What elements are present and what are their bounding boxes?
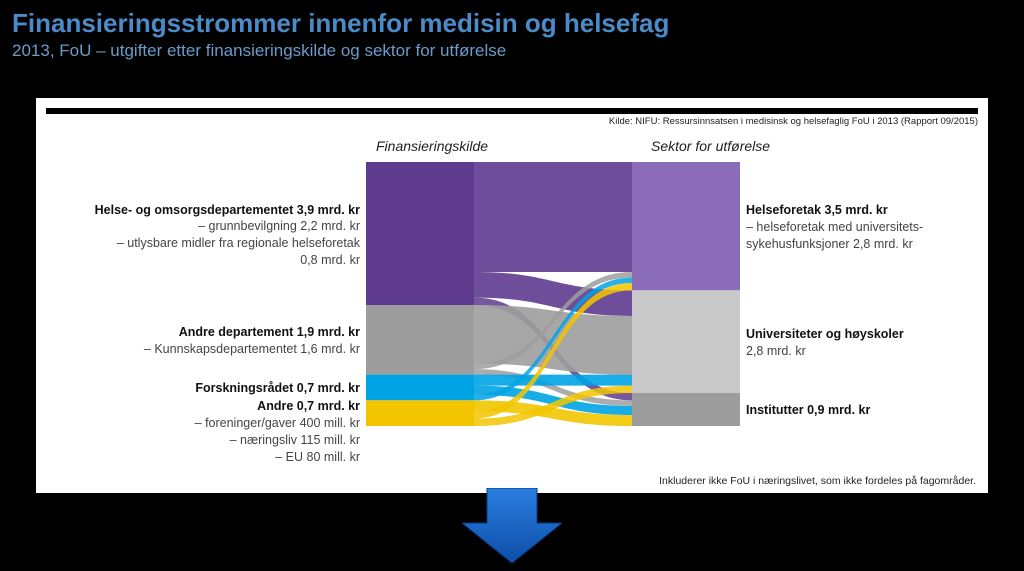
page-title: Finansieringsstrommer innenfor medisin o… [0, 0, 1024, 39]
node-label: Helse- og omsorgsdepartementet 3,9 mrd. … [95, 202, 360, 270]
sankey-flow [474, 162, 632, 272]
sankey-node [366, 305, 474, 375]
node-label: Universiteter og høyskoler2,8 mrd. kr [746, 326, 904, 360]
sankey-node [632, 162, 740, 290]
node-label-sub: – EU 80 mill. kr [195, 449, 360, 466]
node-label-main: Helseforetak 3,5 mrd. kr [746, 202, 923, 219]
node-label-sub: – grunnbevilgning 2,2 mrd. kr [95, 218, 360, 235]
sankey-chart-container: Kilde: NIFU: Ressursinnsatsen i medisins… [36, 98, 988, 493]
node-label-main: Andre departement 1,9 mrd. kr [144, 324, 360, 341]
node-label: Forskningsrådet 0,7 mrd. kr [195, 380, 360, 397]
sankey-diagram [36, 98, 988, 493]
node-label-sub: sykehusfunksjoner 2,8 mrd. kr [746, 236, 923, 253]
node-label-main: Universiteter og høyskoler [746, 326, 904, 343]
node-label-sub: 0,8 mrd. kr [95, 252, 360, 269]
sankey-node [366, 375, 474, 401]
node-label-main: Andre 0,7 mrd. kr [195, 398, 360, 415]
node-label: Helseforetak 3,5 mrd. kr– helseforetak m… [746, 202, 923, 253]
node-label: Andre 0,7 mrd. kr– foreninger/gaver 400 … [195, 398, 360, 466]
node-label: Andre departement 1,9 mrd. kr– Kunnskaps… [144, 324, 360, 358]
node-label-sub: – helseforetak med universitets- [746, 219, 923, 236]
footer-note: Inkluderer ikke FoU i næringslivet, som … [659, 475, 976, 487]
sankey-flow [474, 375, 632, 386]
node-label-main: Institutter 0,9 mrd. kr [746, 402, 870, 419]
sankey-node [366, 400, 474, 426]
sankey-node [632, 393, 740, 426]
node-label-sub: 2,8 mrd. kr [746, 343, 904, 360]
node-label: Institutter 0,9 mrd. kr [746, 402, 870, 419]
sankey-node [366, 162, 474, 305]
down-arrow-icon [462, 488, 562, 563]
node-label-sub: – utlysbare midler fra regionale helsefo… [95, 235, 360, 252]
node-label-main: Helse- og omsorgsdepartementet 3,9 mrd. … [95, 202, 360, 219]
sankey-node [632, 290, 740, 393]
node-label-sub: – foreninger/gaver 400 mill. kr [195, 415, 360, 432]
node-label-sub: – næringsliv 115 mill. kr [195, 432, 360, 449]
page-subtitle: 2013, FoU – utgifter etter finansierings… [0, 39, 1024, 61]
node-label-main: Forskningsrådet 0,7 mrd. kr [195, 380, 360, 397]
node-label-sub: – Kunnskapsdepartementet 1,6 mrd. kr [144, 341, 360, 358]
